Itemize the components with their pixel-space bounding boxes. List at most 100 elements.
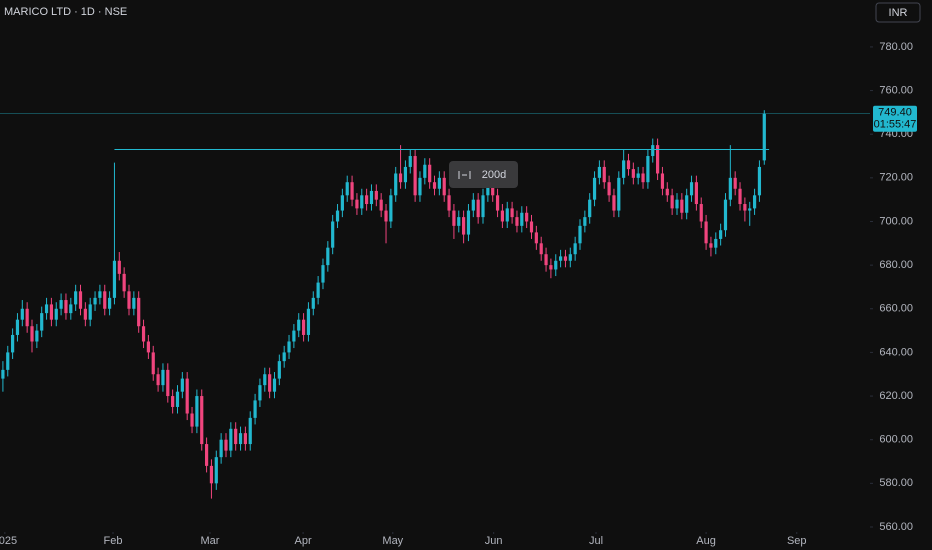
candle-body bbox=[622, 160, 626, 178]
range-tooltip bbox=[449, 161, 518, 188]
candle-body bbox=[335, 210, 340, 222]
candle-body bbox=[699, 204, 703, 222]
y-tick-label: 560.00 bbox=[879, 521, 913, 533]
candle-body bbox=[15, 319, 20, 335]
candle-body bbox=[738, 188, 742, 205]
y-tick-label: 760.00 bbox=[879, 84, 913, 96]
candle-body bbox=[500, 210, 505, 222]
candle-body bbox=[219, 439, 223, 458]
candle-body bbox=[626, 160, 631, 170]
candle-body bbox=[437, 177, 441, 189]
candle-body bbox=[476, 199, 480, 218]
candle-body bbox=[355, 199, 359, 209]
candle-body bbox=[733, 177, 737, 189]
candle-body bbox=[592, 177, 597, 200]
candle-body bbox=[306, 308, 311, 335]
candle-body bbox=[481, 195, 485, 218]
y-tick-label: 700.00 bbox=[879, 215, 913, 227]
x-tick-label: Aug bbox=[696, 535, 716, 547]
candle-body bbox=[272, 378, 277, 392]
candle-body bbox=[11, 334, 15, 353]
candle-body bbox=[171, 396, 175, 407]
candle-body bbox=[549, 265, 553, 270]
candle-body bbox=[277, 361, 281, 379]
candle-body bbox=[74, 291, 78, 305]
candle-body bbox=[297, 319, 301, 331]
candle-body bbox=[680, 199, 684, 213]
candle-body bbox=[78, 291, 83, 309]
x-tick-label: Apr bbox=[295, 535, 312, 547]
candle-body bbox=[146, 341, 150, 353]
candle-body bbox=[229, 428, 233, 451]
candle-body bbox=[602, 166, 606, 183]
candle-body bbox=[743, 204, 747, 211]
candle-body bbox=[35, 330, 39, 342]
y-tick-label: 720.00 bbox=[879, 172, 913, 184]
candle-body bbox=[190, 413, 194, 427]
y-tick-label: 680.00 bbox=[879, 259, 913, 271]
candle-body bbox=[505, 208, 509, 222]
plot-area: 560.00 580.00 600.00 620.00 640.00 660.00 680.… bbox=[0, 41, 913, 547]
candle-body bbox=[156, 374, 160, 386]
candle-body bbox=[728, 177, 732, 200]
candle-body bbox=[1, 369, 5, 379]
candle-body bbox=[98, 291, 102, 298]
candle-body bbox=[520, 212, 524, 226]
candle-body bbox=[374, 190, 378, 200]
candle-body bbox=[180, 378, 184, 392]
candle-body bbox=[200, 396, 204, 445]
candle-body bbox=[418, 177, 422, 196]
candle-body bbox=[675, 199, 679, 209]
candle-body bbox=[360, 195, 364, 209]
candle-body bbox=[689, 182, 694, 196]
candle-body bbox=[224, 439, 228, 451]
candle-body bbox=[617, 177, 621, 211]
candle-body bbox=[544, 254, 548, 266]
candle-body bbox=[665, 188, 669, 196]
y-tick-label: 780.00 bbox=[879, 41, 913, 53]
candle-body bbox=[631, 169, 635, 178]
candle-body bbox=[25, 308, 29, 327]
candle-body bbox=[127, 291, 131, 309]
candle-body bbox=[161, 369, 165, 386]
candle-body bbox=[660, 173, 665, 189]
candle-body bbox=[704, 221, 708, 244]
candle-body bbox=[151, 352, 155, 375]
x-tick-label: Sep bbox=[787, 535, 807, 547]
candle-body bbox=[243, 433, 247, 445]
x-tick-label: Jul bbox=[589, 535, 603, 547]
candle-body bbox=[107, 297, 112, 309]
candle-body bbox=[258, 385, 262, 401]
candle-body bbox=[655, 145, 660, 174]
candle-body bbox=[685, 195, 689, 213]
x-tick-label: Mar bbox=[201, 535, 220, 547]
candle-body bbox=[238, 433, 243, 445]
candle-body bbox=[719, 230, 723, 239]
range-tooltip-text: 200d bbox=[482, 169, 506, 181]
candle-body bbox=[292, 330, 296, 342]
candle-body bbox=[495, 195, 500, 211]
candle-body bbox=[466, 210, 471, 235]
candle-body bbox=[651, 145, 655, 157]
candle-body bbox=[103, 291, 107, 309]
candle-body bbox=[752, 195, 757, 209]
countdown-label: 01:55:47 bbox=[874, 119, 917, 131]
candle-body bbox=[137, 297, 141, 327]
candle-body bbox=[403, 166, 408, 183]
candle-body bbox=[263, 374, 267, 386]
candle-body bbox=[723, 199, 728, 231]
candle-body bbox=[462, 217, 466, 235]
candle-body bbox=[6, 352, 10, 370]
currency-label[interactable]: INR bbox=[889, 7, 908, 19]
candle-body bbox=[301, 319, 306, 335]
candle-body bbox=[253, 400, 257, 418]
candle-body bbox=[132, 297, 136, 309]
candle-body bbox=[340, 195, 344, 211]
candle-body bbox=[350, 182, 354, 200]
candle-body bbox=[423, 164, 427, 178]
candle-body bbox=[209, 465, 214, 484]
candle-body bbox=[321, 265, 325, 283]
currency-button[interactable] bbox=[875, 2, 921, 23]
candle-body bbox=[597, 166, 601, 178]
